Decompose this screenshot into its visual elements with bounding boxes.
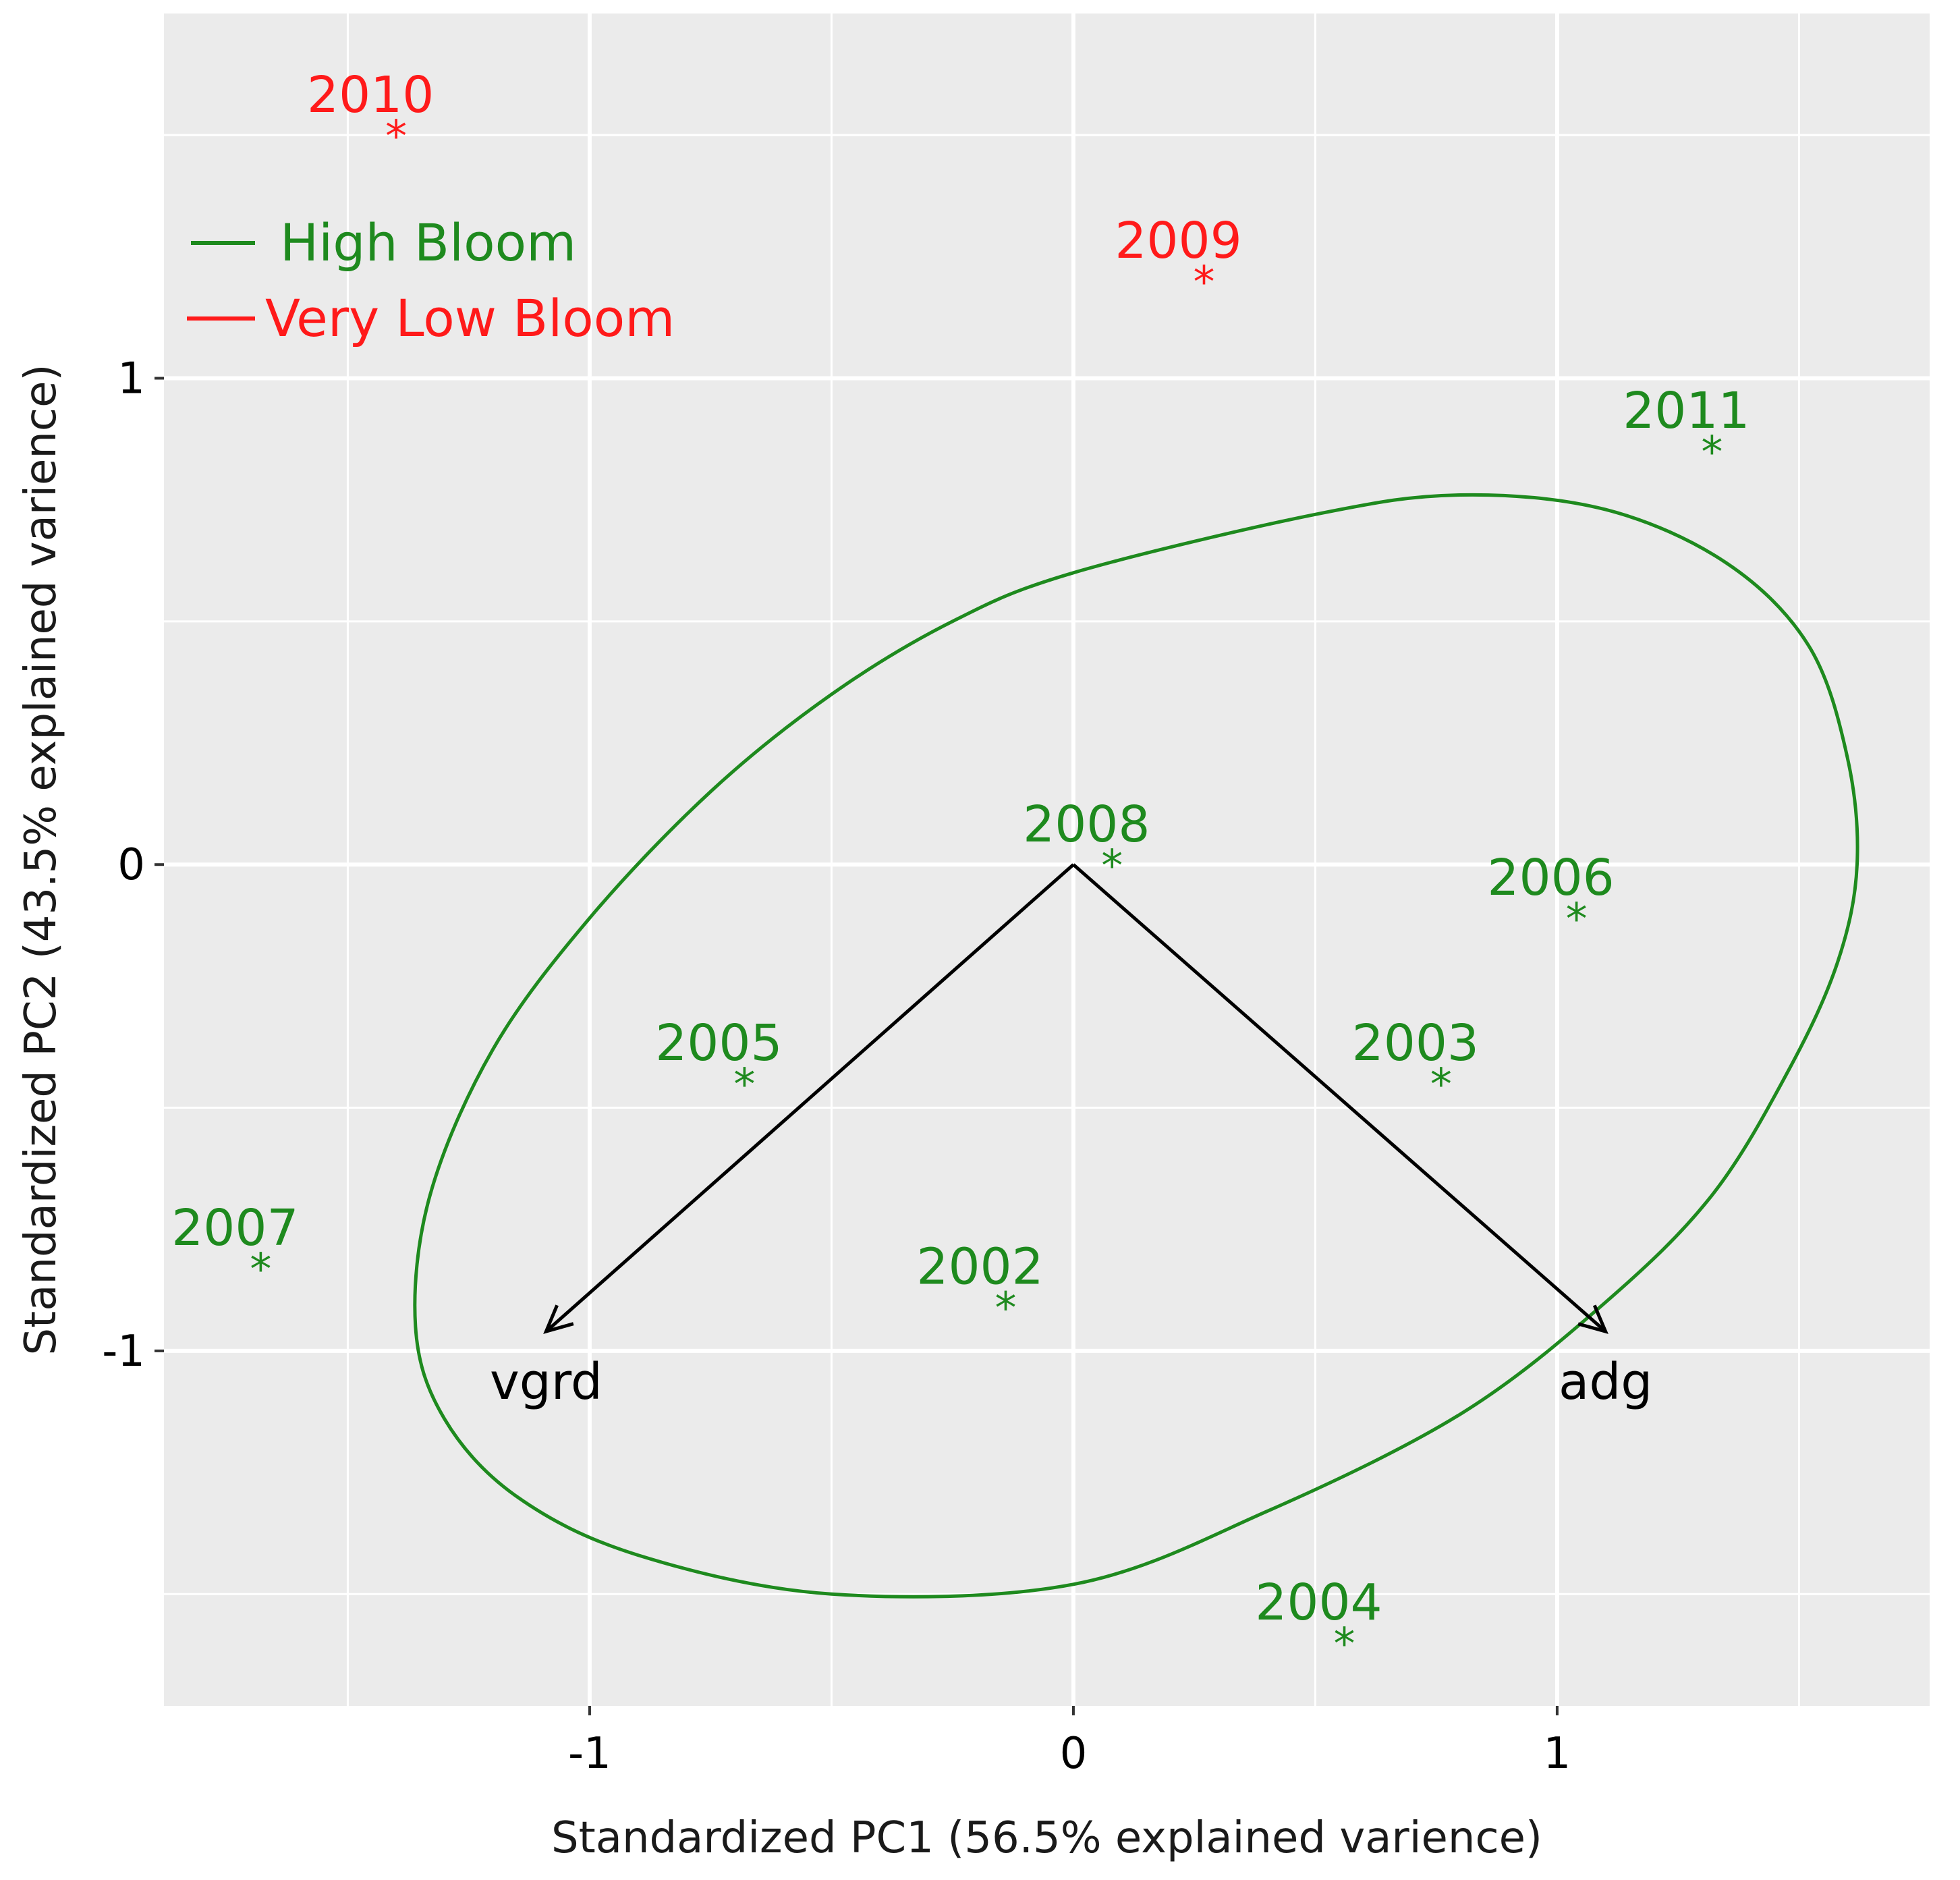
point-marker-2002: * [995,1284,1017,1334]
loading-arrows: vgrd adg [490,863,1652,1411]
legend: High Bloom Very Low Bloom [187,213,675,348]
point-marker-2006: * [1566,895,1588,945]
minor-gridlines [164,13,1930,1706]
y-axis-title: Standardized PC2 (43.5% explained varien… [16,364,66,1356]
y-tick-label: 1 [117,354,145,404]
point-label-2010: 2010 [307,66,434,124]
plot-panel [164,13,1930,1706]
point-label-2006: 2006 [1487,849,1614,907]
point-marker-2005: * [733,1060,755,1110]
x-tick-label: 1 [1544,1729,1571,1779]
point-marker-2011: * [1701,428,1723,478]
arrow-label-adg: adg [1559,1353,1652,1411]
point-marker-2009: * [1194,258,1215,308]
major-gridlines [164,13,1930,1706]
x-tick-label: 0 [1060,1729,1088,1779]
arrowhead-vgrd [543,1304,574,1334]
x-axis-ticks: -1 0 1 [568,1706,1571,1779]
point-label-2008: 2008 [1023,796,1150,854]
arrow-adg [1072,863,1607,1333]
data-points: *2002*2003*2004*2005*2006*2007*2008*2011… [171,66,1749,1669]
y-axis-ticks: -1 0 1 [102,354,164,1377]
point-label-2003: 2003 [1352,1014,1479,1072]
point-marker-2003: * [1430,1060,1452,1110]
legend-label: High Bloom [280,213,576,273]
point-marker-2008: * [1101,841,1123,891]
point-label-2011: 2011 [1623,382,1749,440]
point-label-2005: 2005 [655,1014,782,1072]
point-marker-2010: * [385,112,407,162]
point-label-2002: 2002 [916,1238,1043,1296]
legend-label: Very Low Bloom [265,288,675,348]
high-bloom-ellipse [413,493,1859,1599]
point-marker-2007: * [250,1245,271,1295]
x-axis-title: Standardized PC1 (56.5% explained varien… [551,1813,1542,1863]
arrow-label-vgrd: vgrd [490,1353,603,1411]
x-tick-label: -1 [568,1729,611,1779]
point-label-2007: 2007 [171,1199,298,1257]
y-tick-label: -1 [102,1327,145,1377]
point-label-2004: 2004 [1255,1574,1382,1632]
point-label-2009: 2009 [1115,212,1241,270]
arrow-vgrd [544,863,1075,1333]
arrowhead-adg [1577,1304,1608,1334]
y-tick-label: 0 [117,840,145,890]
confidence-ellipse-layer [413,493,1859,1599]
point-marker-2004: * [1333,1620,1355,1669]
